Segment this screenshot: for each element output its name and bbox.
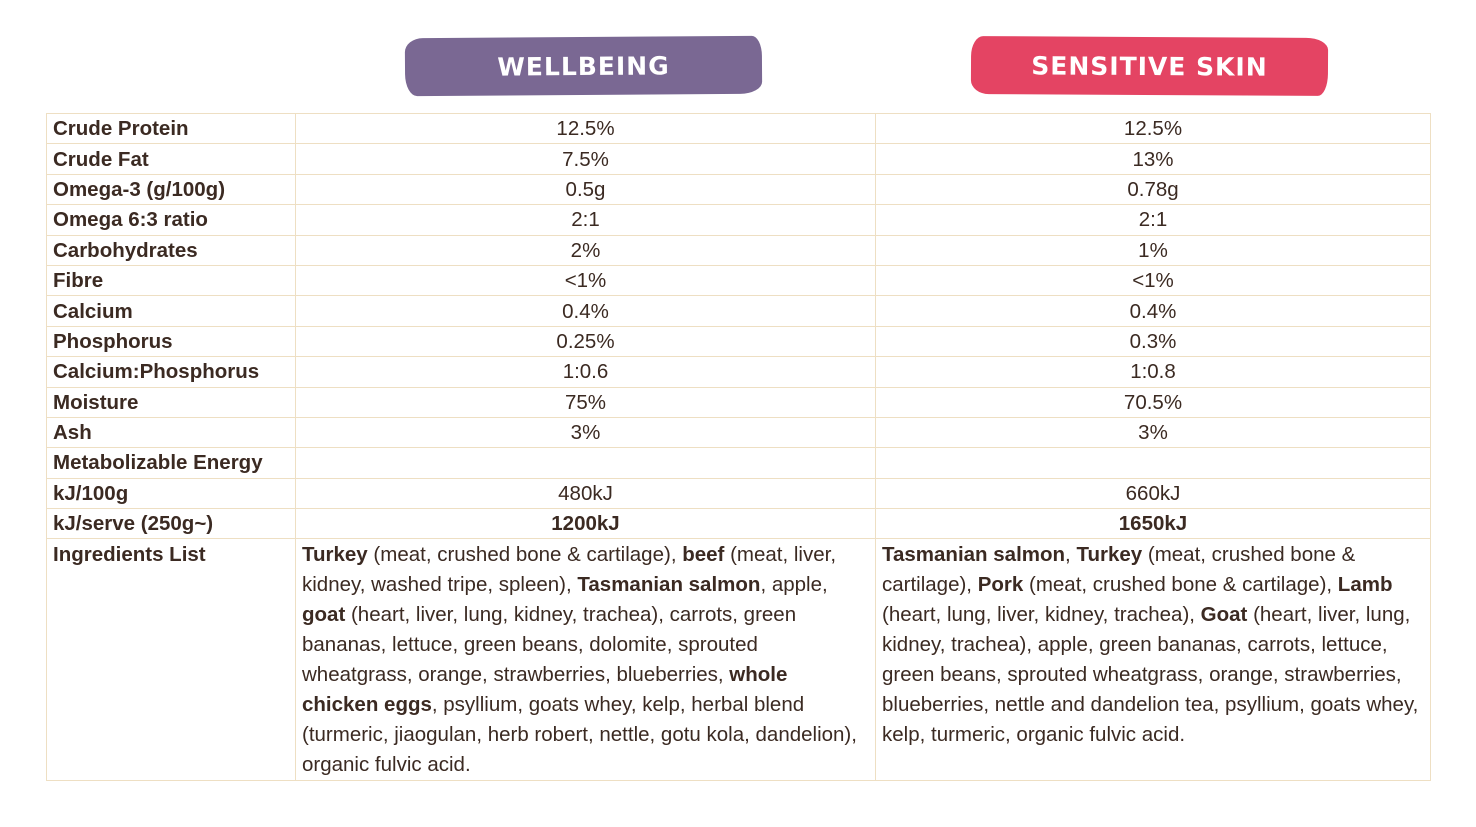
wellbeing-value: 480kJ xyxy=(296,478,876,508)
wellbeing-value: 12.5% xyxy=(296,114,876,144)
row-label: Ash xyxy=(47,417,296,447)
ingredient-text: (meat, crushed bone & cartilage), xyxy=(368,543,683,566)
table-row: Calcium 0.4% 0.4% xyxy=(47,296,1431,326)
table-row: Calcium:Phosphorus 1:0.6 1:0.8 xyxy=(47,357,1431,387)
sensitive-skin-value: 660kJ xyxy=(876,478,1431,508)
sensitive-skin-value: 0.4% xyxy=(876,296,1431,326)
wellbeing-value: 1200kJ xyxy=(296,509,876,539)
ingredient-highlight: Pork xyxy=(978,573,1024,596)
sensitive-skin-value: 0.3% xyxy=(876,326,1431,356)
table-row: Crude Protein 12.5% 12.5% xyxy=(47,114,1431,144)
wellbeing-ingredients: Turkey (meat, crushed bone & cartilage),… xyxy=(296,539,876,781)
wellbeing-header-badge: WELLBEING xyxy=(405,36,762,96)
row-label: Fibre xyxy=(47,265,296,295)
wellbeing-value: 75% xyxy=(296,387,876,417)
row-label: Omega-3 (g/100g) xyxy=(47,174,296,204)
table-row: Fibre <1% <1% xyxy=(47,265,1431,295)
table-row: Crude Fat 7.5% 13% xyxy=(47,144,1431,174)
table-row: Ash 3% 3% xyxy=(47,417,1431,447)
wellbeing-value: 0.4% xyxy=(296,296,876,326)
ingredient-highlight: goat xyxy=(302,603,345,626)
sensitive-skin-value: 0.78g xyxy=(876,174,1431,204)
row-label: Metabolizable Energy xyxy=(47,448,296,478)
wellbeing-value: 2:1 xyxy=(296,205,876,235)
row-label: Carbohydrates xyxy=(47,235,296,265)
ingredient-text: (heart, liver, lung, kidney, trachea), c… xyxy=(302,603,796,686)
ingredient-text: , apple, xyxy=(760,573,827,596)
nutrition-comparison-table: Crude Protein 12.5% 12.5% Crude Fat 7.5% 13% O… xyxy=(46,113,1431,781)
table-row: Carbohydrates 2% 1% xyxy=(47,235,1431,265)
wellbeing-title: WELLBEING xyxy=(497,51,670,81)
ingredient-highlight: Turkey xyxy=(1076,543,1142,566)
row-label: Crude Fat xyxy=(47,144,296,174)
sensitive-skin-value: 3% xyxy=(876,417,1431,447)
sensitive-skin-value: 12.5% xyxy=(876,114,1431,144)
row-label: Calcium xyxy=(47,296,296,326)
table-row: Phosphorus 0.25% 0.3% xyxy=(47,326,1431,356)
sensitive-skin-value: 2:1 xyxy=(876,205,1431,235)
wellbeing-value: 3% xyxy=(296,417,876,447)
sensitive-skin-value: 1650kJ xyxy=(876,509,1431,539)
table-row: Metabolizable Energy xyxy=(47,448,1431,478)
wellbeing-value: 2% xyxy=(296,235,876,265)
sensitive-skin-ingredients: Tasmanian salmon, Turkey (meat, crushed … xyxy=(876,539,1431,781)
ingredient-highlight: Lamb xyxy=(1338,573,1393,596)
table-row: kJ/100g 480kJ 660kJ xyxy=(47,478,1431,508)
row-label: kJ/serve (250g~) xyxy=(47,509,296,539)
row-label: Crude Protein xyxy=(47,114,296,144)
ingredient-highlight: Tasmanian salmon xyxy=(882,543,1065,566)
table-row: Omega 6:3 ratio 2:1 2:1 xyxy=(47,205,1431,235)
wellbeing-value: 7.5% xyxy=(296,144,876,174)
sensitive-skin-value: 70.5% xyxy=(876,387,1431,417)
ingredient-text: (meat, crushed bone & cartilage), xyxy=(1023,573,1338,596)
ingredient-highlight: Tasmanian salmon xyxy=(577,573,760,596)
sensitive-skin-value: <1% xyxy=(876,265,1431,295)
ingredient-highlight: Turkey xyxy=(302,543,368,566)
row-label: Omega 6:3 ratio xyxy=(47,205,296,235)
ingredient-highlight: beef xyxy=(682,543,724,566)
sensitive-skin-header-badge: SENSITIVE SKIN xyxy=(971,36,1328,96)
sensitive-skin-value: 1:0.8 xyxy=(876,357,1431,387)
sensitive-skin-value: 1% xyxy=(876,235,1431,265)
wellbeing-value: 1:0.6 xyxy=(296,357,876,387)
wellbeing-value: 0.25% xyxy=(296,326,876,356)
table-row: Omega-3 (g/100g) 0.5g 0.78g xyxy=(47,174,1431,204)
row-label: kJ/100g xyxy=(47,478,296,508)
sensitive-skin-value xyxy=(876,448,1431,478)
sensitive-skin-value: 13% xyxy=(876,144,1431,174)
ingredient-highlight: Goat xyxy=(1201,603,1248,626)
ingredient-text: , xyxy=(1065,543,1076,566)
wellbeing-value: <1% xyxy=(296,265,876,295)
ingredients-label: Ingredients List xyxy=(47,539,296,781)
table-body: Crude Protein 12.5% 12.5% Crude Fat 7.5% 13% O… xyxy=(47,114,1431,781)
wellbeing-value: 0.5g xyxy=(296,174,876,204)
ingredient-text: (heart, lung, liver, kidney, trachea), xyxy=(882,603,1201,626)
table-row: kJ/serve (250g~) 1200kJ 1650kJ xyxy=(47,509,1431,539)
row-label: Moisture xyxy=(47,387,296,417)
sensitive-skin-title: SENSITIVE SKIN xyxy=(1031,51,1268,81)
row-label: Phosphorus xyxy=(47,326,296,356)
table-row: Moisture 75% 70.5% xyxy=(47,387,1431,417)
row-label: Calcium:Phosphorus xyxy=(47,357,296,387)
wellbeing-value xyxy=(296,448,876,478)
ingredients-row: Ingredients List Turkey (meat, crushed bo… xyxy=(47,539,1431,781)
